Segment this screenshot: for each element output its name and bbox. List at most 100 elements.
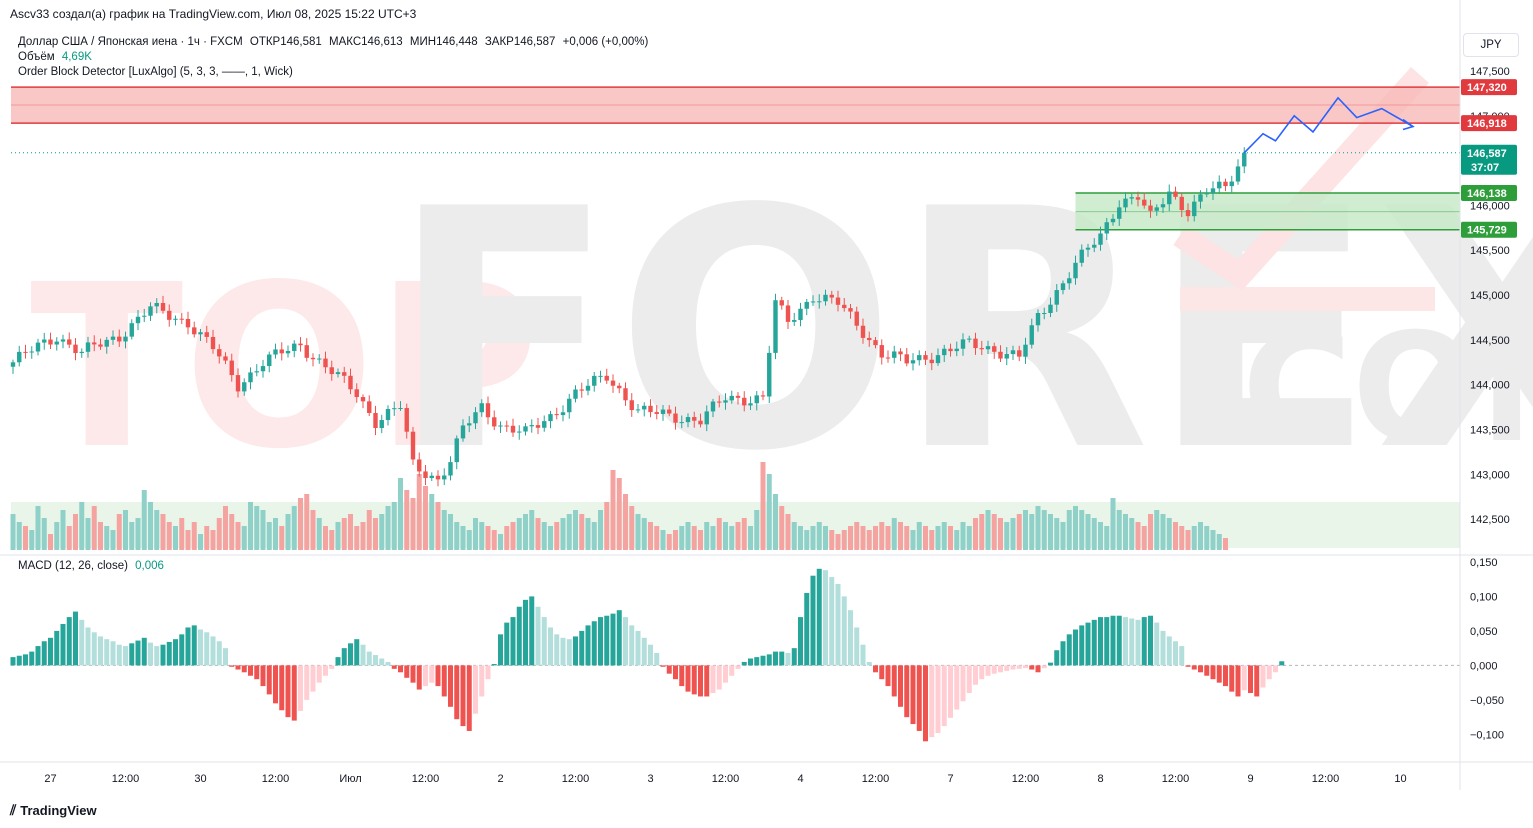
price-tick-label: 146,000 — [1470, 200, 1510, 212]
volume-bar — [954, 530, 960, 550]
forecast-arrowhead — [1402, 118, 1415, 131]
candle-body — [354, 389, 359, 398]
volume-bar — [523, 514, 528, 550]
volume-bar — [710, 526, 716, 550]
candle-body — [885, 357, 891, 359]
candles[interactable] — [10, 147, 1247, 487]
candle-body — [1017, 350, 1022, 357]
candle-body — [760, 395, 766, 397]
macd-bar — [516, 606, 522, 666]
volume-bar — [698, 530, 703, 550]
volume-bar — [641, 518, 647, 550]
macd-bar — [1160, 630, 1166, 666]
candle-body — [1079, 249, 1084, 263]
macd-bar — [523, 599, 528, 666]
macd-bar — [760, 655, 766, 666]
volume-bar — [810, 526, 816, 550]
time-tick-label: 12:00 — [1162, 773, 1190, 785]
macd-bar — [1066, 634, 1072, 666]
volume-bar — [398, 478, 403, 550]
macd-bar — [1035, 665, 1041, 673]
indicator-legend-row[interactable]: Order Block Detector [LuxAlgo] (5, 3, 3,… — [18, 65, 648, 80]
volume-bar — [1041, 510, 1047, 550]
time-axis[interactable]: 27 12:00 30 12:00 Июл 12:00 2 12:00 3 12:00 4 12:00… — [44, 773, 1406, 785]
watermark-com: .COM — [1185, 302, 1533, 476]
price-tick-label: 144,500 — [1470, 335, 1510, 347]
candle-body — [585, 385, 591, 391]
candle-body — [648, 405, 653, 413]
macd-axis[interactable]: −0,100 −0,050 0,000 0,050 0,100 0,150 — [1470, 557, 1504, 742]
macd-bar — [898, 665, 903, 707]
time-tick-label: 12:00 — [862, 773, 890, 785]
candle-body — [1092, 244, 1097, 248]
chart-author-line: Ascv33 создал(а) график на TradingView.c… — [10, 7, 417, 21]
macd-bar — [173, 639, 178, 666]
candle-body — [517, 431, 522, 433]
volume-legend-row[interactable]: Объём 4,69K — [18, 50, 648, 65]
macd-bar — [423, 665, 428, 687]
macd-legend[interactable]: MACD (12, 26, close) 0,006 — [18, 560, 164, 572]
macd-bar — [935, 665, 941, 734]
candle-body — [17, 351, 22, 363]
candle-body — [723, 400, 728, 403]
macd-bar — [498, 634, 503, 666]
candle-body — [73, 344, 78, 354]
candle-body — [267, 354, 272, 367]
macd-bar — [1123, 617, 1128, 666]
volume-bar — [35, 506, 41, 550]
candle-body — [635, 409, 641, 411]
price-tick-label: 147,500 — [1470, 66, 1510, 78]
currency-button[interactable]: JPY — [1463, 33, 1519, 57]
candle-body — [448, 462, 453, 476]
macd-bar — [1185, 665, 1191, 667]
volume-bar — [210, 530, 216, 550]
volume-bar — [1160, 514, 1166, 550]
macd-bar — [116, 644, 122, 666]
macd-bar — [829, 577, 835, 666]
macd-bar — [335, 657, 341, 666]
candle-body — [379, 420, 384, 429]
macd-bar — [873, 665, 878, 673]
candle-body — [948, 348, 953, 352]
volume-label[interactable]: Объём — [18, 51, 55, 63]
volume-bar — [991, 514, 997, 550]
candle-body — [854, 311, 859, 326]
symbol-legend-row[interactable]: Доллар США / Японская иена · 1ч · FXCM О… — [18, 35, 648, 50]
candle-body — [779, 300, 784, 306]
volume-bar — [329, 530, 335, 550]
candle-body — [1142, 199, 1147, 206]
macd-label[interactable]: MACD (12, 26, close) — [18, 560, 128, 572]
volume-bar — [1085, 514, 1091, 550]
volume-bar — [573, 510, 578, 550]
volume-bar — [1029, 514, 1035, 550]
volume-bar — [316, 518, 322, 550]
watermark-dash — [1180, 287, 1435, 311]
candle-body — [660, 409, 666, 414]
candle-body — [1204, 193, 1209, 195]
tradingview-logo[interactable]: ⫽ TradingView — [10, 802, 97, 819]
candle-body — [623, 388, 628, 401]
ohlc-change: +0,006 (+0,00%) — [562, 36, 649, 48]
macd-bar — [241, 665, 247, 673]
price-axis[interactable]: 142,500 143,000 143,500 144,000 144,500 145,0… — [1470, 66, 1510, 526]
volume-bar — [1023, 510, 1028, 550]
macd-bar — [1141, 617, 1147, 666]
time-tick-label: 12:00 — [562, 773, 590, 785]
macd-bar — [773, 651, 778, 666]
volume-bar — [1191, 526, 1197, 550]
macd-bar — [1279, 661, 1285, 666]
forecast-line — [1243, 96, 1414, 154]
candle-body — [1023, 344, 1028, 357]
volume-bar — [685, 522, 691, 550]
volume-bar — [373, 518, 378, 550]
macd-bar — [1010, 665, 1016, 670]
candle-body — [910, 360, 916, 364]
candle-body — [898, 351, 903, 355]
candle-body — [1117, 207, 1122, 219]
symbol-title[interactable]: Доллар США / Японская иена · 1ч · FXCM — [18, 36, 243, 48]
macd-bar — [135, 640, 141, 666]
macd-bar — [641, 637, 647, 666]
volume-bar — [598, 510, 603, 550]
order-block-indicator-label[interactable]: Order Block Detector [LuxAlgo] (5, 3, 3,… — [18, 66, 293, 78]
